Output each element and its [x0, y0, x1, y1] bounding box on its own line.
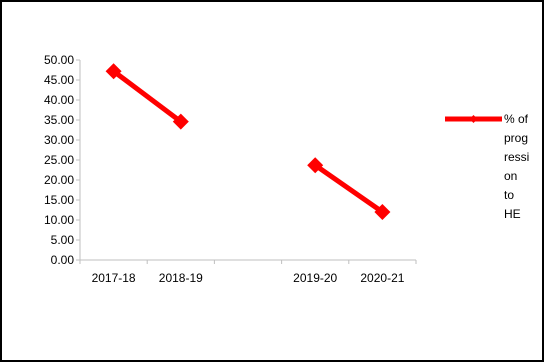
legend-label-line: ressi: [504, 150, 529, 164]
data-point-marker: [307, 157, 324, 174]
legend-label-line: HE: [504, 207, 521, 221]
chart-legend: % of prog ressi on to HE: [445, 112, 529, 221]
y-tick-label: 20.00: [44, 173, 74, 187]
x-tick-label: 2019-20: [293, 271, 337, 285]
legend-label-line: on: [504, 169, 517, 183]
y-tick-label: 45.00: [44, 73, 74, 87]
y-tick-label: 40.00: [44, 93, 74, 107]
data-point-marker: [105, 63, 122, 80]
y-tick-label: 10.00: [44, 213, 74, 227]
legend-label-line: to: [504, 188, 514, 202]
legend-label-line: % of: [504, 112, 529, 126]
legend-marker: [469, 115, 478, 123]
chart-axes: 0.00 5.00 10.00 15.00 20.00 25.00 30.00 35.00 40…: [44, 53, 417, 285]
y-tick-label: 15.00: [44, 193, 74, 207]
y-tick-label: 30.00: [44, 133, 74, 147]
data-point-marker: [374, 204, 391, 220]
x-tick-label: 2018-19: [159, 271, 203, 285]
y-tick-label: 5.00: [51, 233, 75, 247]
legend-label-line: prog: [504, 131, 528, 145]
chart-series: [105, 63, 391, 220]
y-tick-label: 35.00: [44, 113, 74, 127]
y-tick-label: 25.00: [44, 153, 74, 167]
x-tick-label: 2020-21: [360, 271, 404, 285]
series-line: [313, 163, 384, 215]
x-tick-label: 2017-18: [92, 271, 136, 285]
series-line: [112, 69, 183, 124]
y-tick-label: 0.00: [51, 253, 75, 267]
y-tick-label: 50.00: [44, 53, 74, 67]
data-point-marker: [172, 113, 189, 130]
